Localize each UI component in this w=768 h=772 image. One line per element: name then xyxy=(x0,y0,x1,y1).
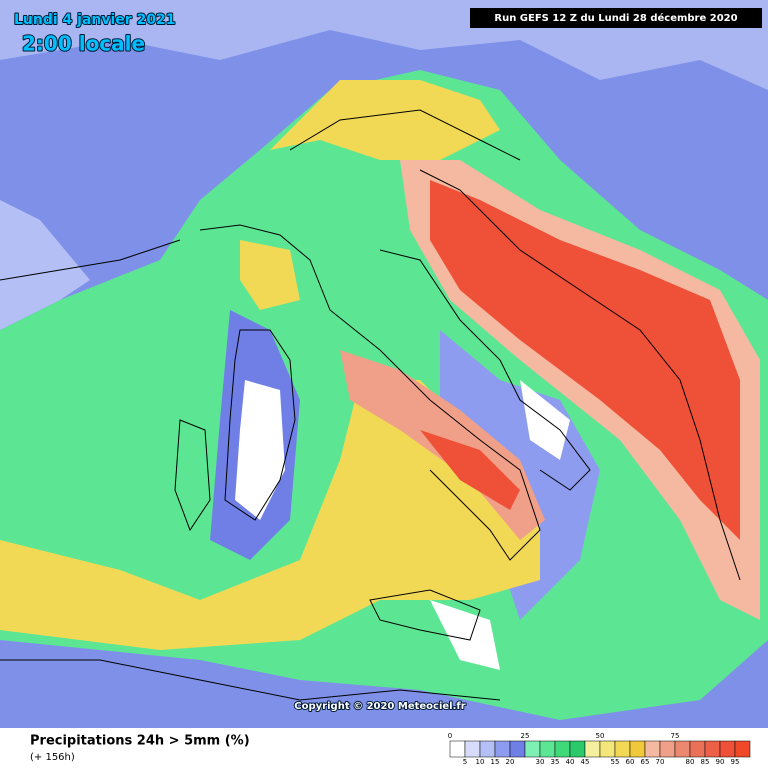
scale-bottom-label: 5 xyxy=(463,758,467,766)
scale-box xyxy=(479,740,496,758)
scale-box xyxy=(464,740,481,758)
scale-bottom-label: 65 xyxy=(641,758,650,766)
scale-box xyxy=(674,740,691,758)
scale-box xyxy=(509,740,526,758)
scale-box xyxy=(494,740,511,758)
scale-bottom-label: 95 xyxy=(731,758,740,766)
scale-box xyxy=(539,740,556,758)
precip-zone xyxy=(0,200,90,330)
precip-zone xyxy=(270,80,500,160)
coastlines xyxy=(0,109,741,701)
scale-bottom-label: 40 xyxy=(566,758,575,766)
scale-box xyxy=(584,740,601,758)
scale-top-label: 75 xyxy=(671,732,680,740)
scale-box xyxy=(599,740,616,758)
scale-box xyxy=(449,740,466,758)
date-label: Lundi 4 janvier 2021 xyxy=(14,12,176,28)
scale-bottom-label: 35 xyxy=(551,758,560,766)
scale-box xyxy=(629,740,646,758)
scale-bottom-label: 85 xyxy=(701,758,710,766)
scale-bottom-label: 15 xyxy=(491,758,500,766)
scale-box xyxy=(719,740,736,758)
scale-bottom-label: 70 xyxy=(656,758,665,766)
scale-top-label: 25 xyxy=(521,732,530,740)
scale-top-label: 50 xyxy=(596,732,605,740)
scale-bottom-label: 45 xyxy=(581,758,590,766)
scale-box xyxy=(659,740,676,758)
scale-box xyxy=(704,740,721,758)
time-label: 2:00 locale xyxy=(22,32,145,56)
run-label: Run GEFS 12 Z du Lundi 28 décembre 2020 xyxy=(494,12,737,24)
scale-box xyxy=(554,740,571,758)
scale-bottom-label: 80 xyxy=(686,758,695,766)
legend-subtitle: (+ 156h) xyxy=(30,752,75,763)
scale-bottom-label: 90 xyxy=(716,758,725,766)
scale-box xyxy=(569,740,586,758)
precip-zone xyxy=(240,240,300,310)
precip-zone xyxy=(430,180,740,540)
scale-box xyxy=(734,740,751,758)
precip-zone xyxy=(420,430,520,510)
copyright: Copyright © 2020 Meteociel.fr xyxy=(294,701,465,712)
precip-zone xyxy=(520,380,570,460)
scale-bottom-label: 20 xyxy=(506,758,515,766)
precip-zone xyxy=(0,380,540,650)
scale-box xyxy=(689,740,706,758)
scale-bottom-label: 10 xyxy=(476,758,485,766)
scale-bottom-label: 60 xyxy=(626,758,635,766)
scale-box xyxy=(644,740,661,758)
run-banner xyxy=(470,8,762,28)
legend-title: Precipitations 24h > 5mm (%) xyxy=(30,734,250,749)
scale-top-label: 0 xyxy=(448,732,452,740)
color-scale: 0 25 50 75 5 10 15 20 30 35 40 45 55 60 65 70 80 85 90 95 xyxy=(448,732,751,766)
scale-bottom-label: 30 xyxy=(536,758,545,766)
scale-bottom-label: 55 xyxy=(611,758,620,766)
precip-zone xyxy=(430,600,500,670)
precip-zone xyxy=(235,380,285,520)
scale-box xyxy=(614,740,631,758)
scale-box xyxy=(524,740,541,758)
